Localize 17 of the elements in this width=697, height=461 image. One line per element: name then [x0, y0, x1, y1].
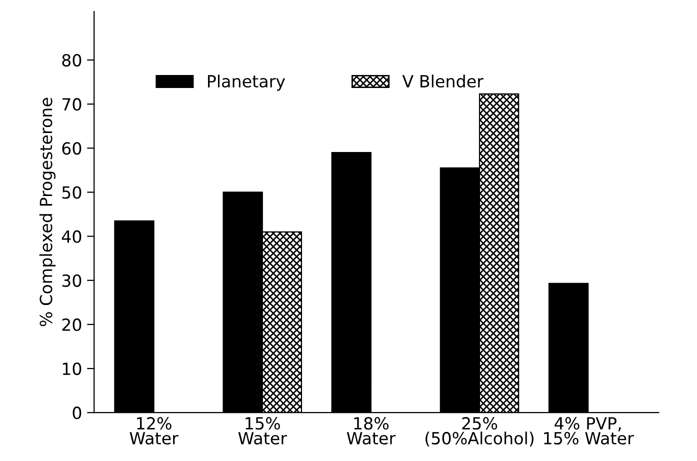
y-tick-label: 0 — [72, 406, 82, 420]
y-tick-label: 10 — [62, 362, 82, 376]
y-tick-label: 70 — [62, 98, 82, 111]
x-tick-label: 18% Water — [346, 417, 396, 445]
legend-label: V Blender — [402, 74, 484, 88]
x-tick-label: 25% (50%Alcohol) — [426, 417, 534, 446]
y-tick-label: 60 — [62, 142, 82, 155]
y-tick-label: 80 — [62, 54, 82, 67]
y-tick-label: 40 — [62, 230, 82, 243]
legend-label: Planetary — [208, 74, 286, 91]
x-tick-label: 4% PVP, 15% Water — [544, 417, 634, 445]
y-axis-title: % Complexed Progesterone — [39, 98, 56, 326]
y-tick-label: 20 — [62, 318, 82, 332]
y-tick-label: 30 — [62, 274, 82, 287]
x-tick-label: 15% Water — [238, 417, 288, 445]
x-tick-label: 12% Water — [130, 417, 178, 445]
y-tick-label: 50 — [62, 186, 82, 199]
